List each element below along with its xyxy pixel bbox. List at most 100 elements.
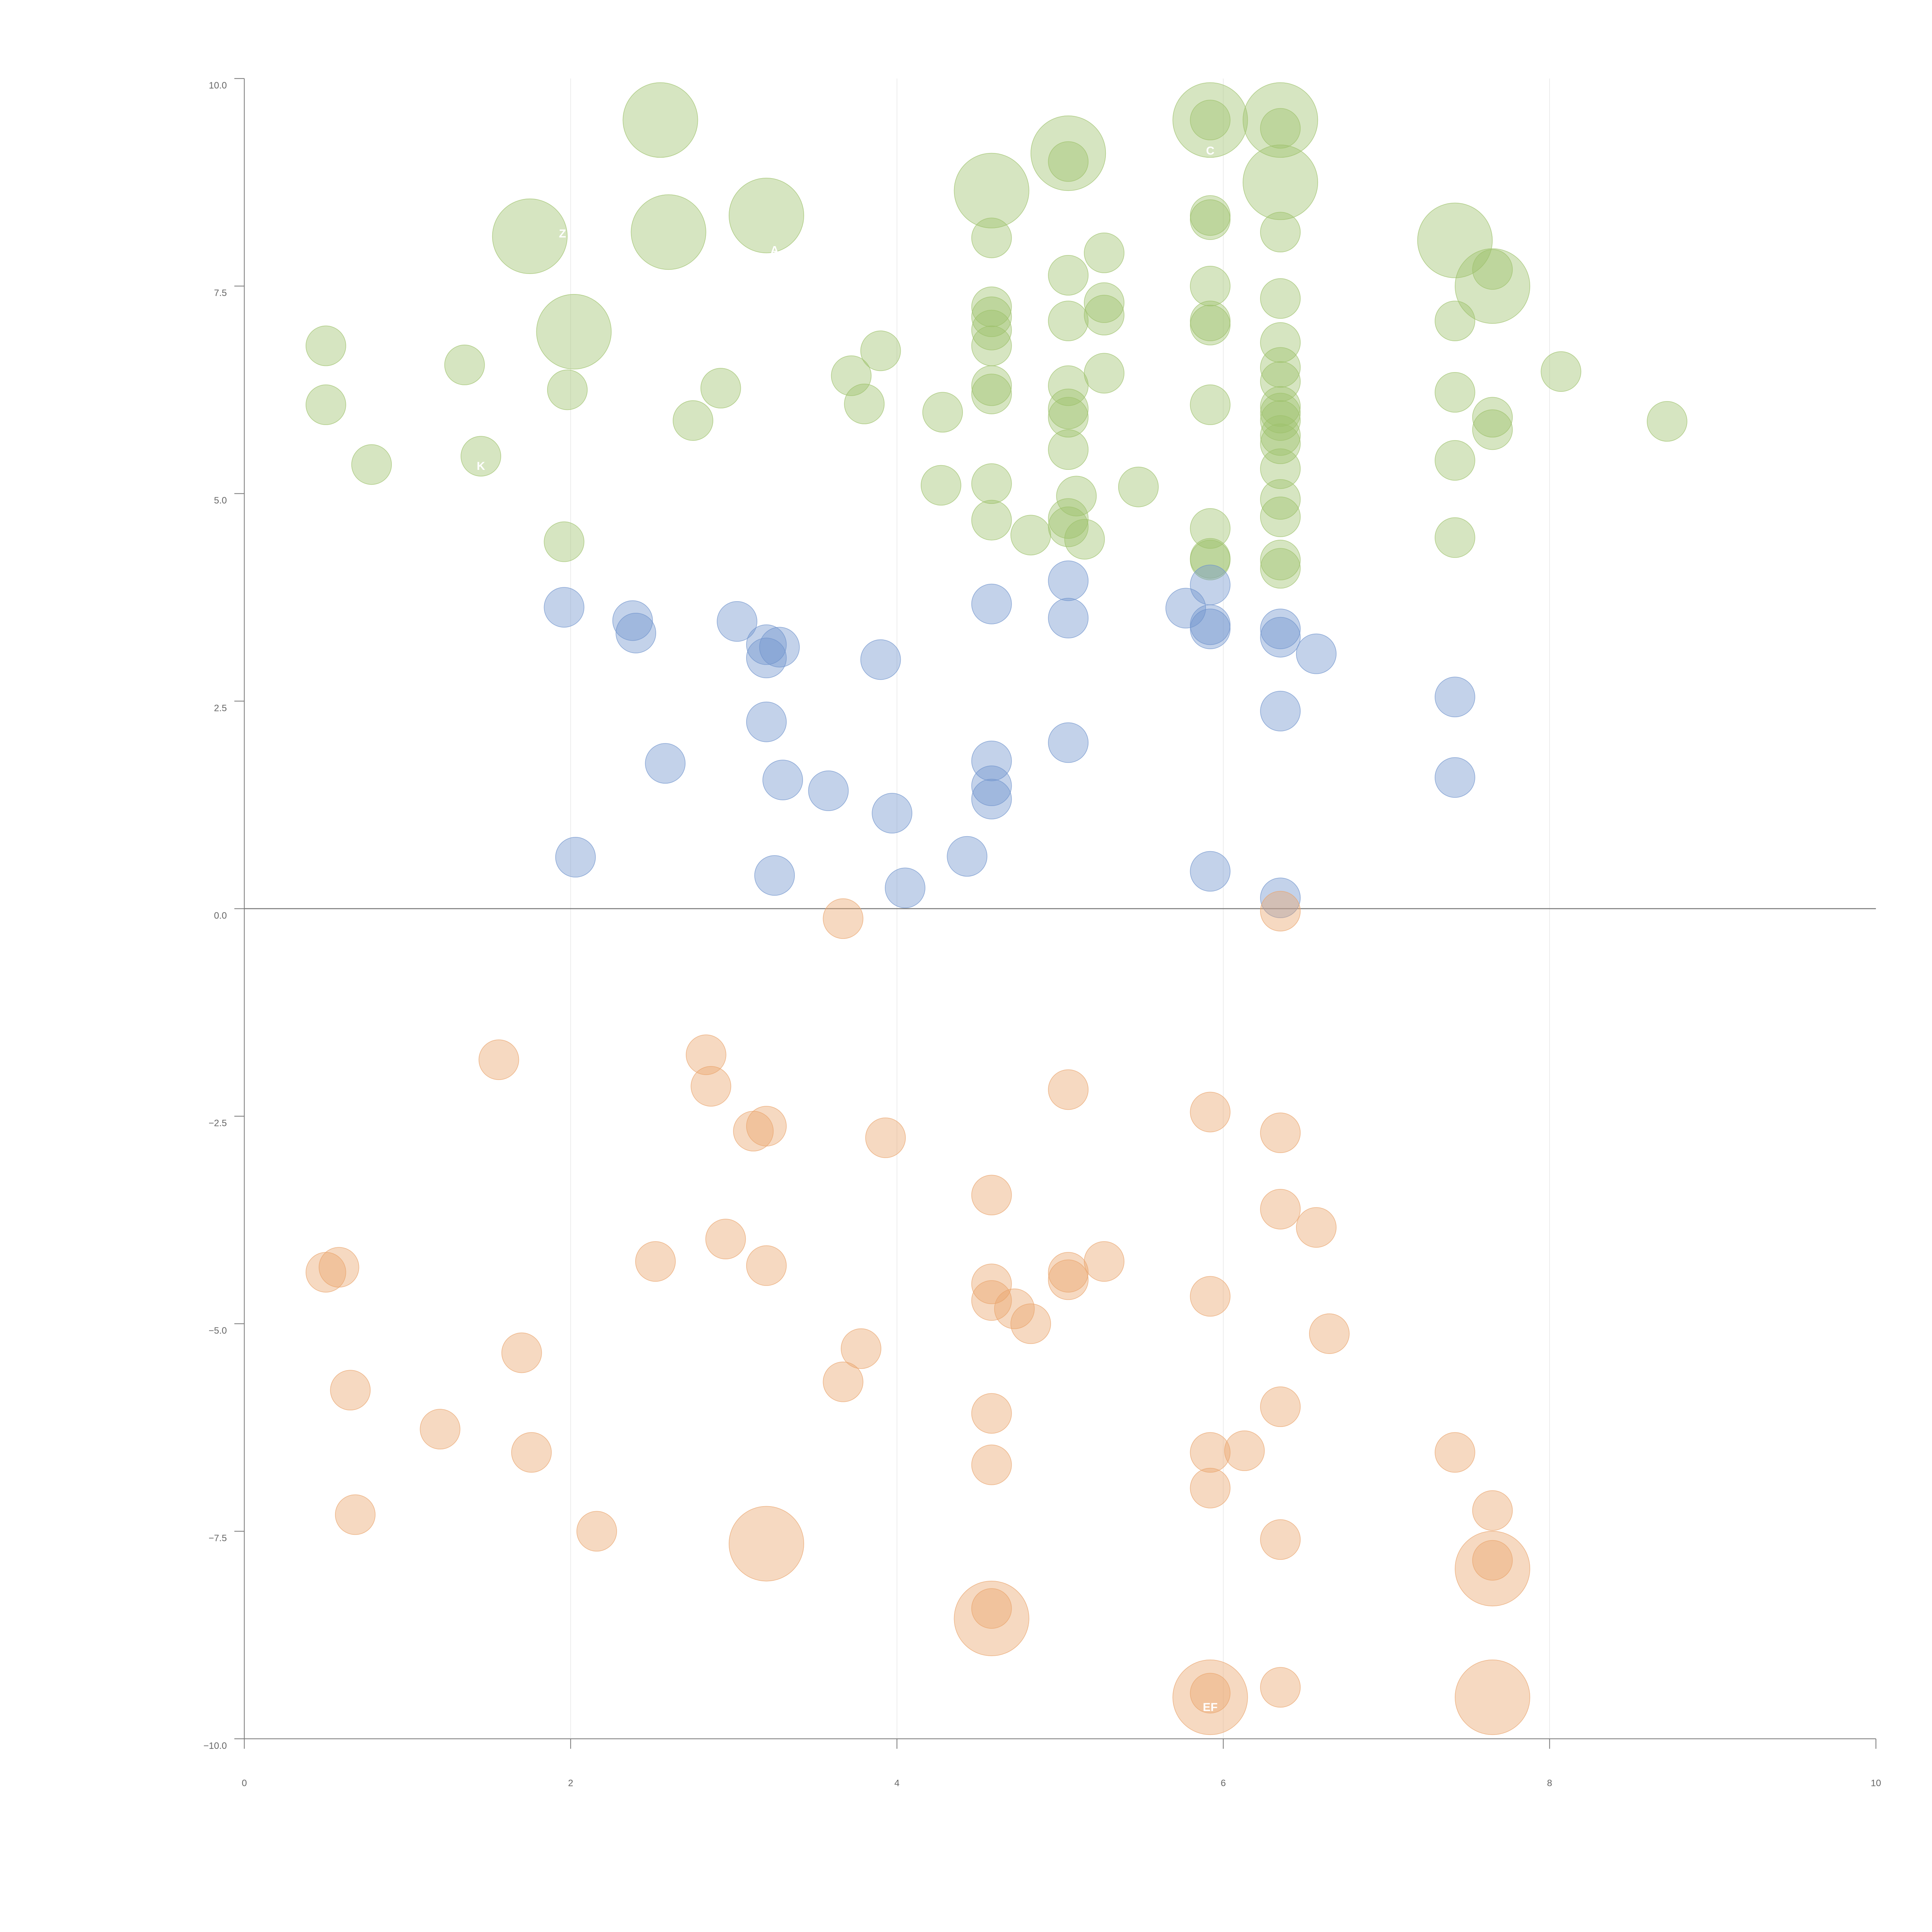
bubble: [728, 178, 804, 253]
bubble: [971, 374, 1012, 414]
y-tick-label: 2.5: [214, 703, 227, 713]
bubble: [1472, 409, 1513, 450]
bubble: [1190, 304, 1231, 345]
bubble: [1190, 265, 1231, 306]
bubble: [1455, 1531, 1531, 1607]
bubble: [1455, 248, 1531, 324]
x-tick-label: 0: [242, 1778, 247, 1789]
bubble: [1190, 301, 1231, 341]
bubble: [1048, 397, 1089, 438]
bubble: [1472, 397, 1513, 438]
bubble: [1084, 233, 1124, 273]
y-tick-label: 5.0: [214, 495, 227, 506]
bubble: [1243, 82, 1318, 158]
bubble: [1190, 1673, 1231, 1714]
bubble: [1190, 851, 1231, 892]
bubble: [511, 1432, 552, 1473]
bubble-labels: C Z A K EF: [477, 145, 1218, 1714]
bubble: [555, 837, 596, 878]
bubble: [1296, 633, 1337, 674]
bubble: [612, 600, 653, 641]
bubble: [1260, 479, 1301, 520]
bubble: [1260, 1112, 1301, 1153]
bubble: [971, 583, 1012, 624]
bubble: [1190, 100, 1231, 141]
bubble: [420, 1409, 461, 1450]
bubble: [746, 638, 787, 679]
bubble: [844, 384, 885, 424]
bubble: [1435, 757, 1475, 798]
bubble: [831, 355, 872, 396]
bubble: [1010, 1303, 1051, 1344]
bubble: [1056, 476, 1097, 517]
bubble: [622, 82, 698, 158]
bubble: [1190, 384, 1231, 425]
bubble: [746, 1245, 787, 1286]
bubble: [971, 500, 1012, 541]
bubble: [544, 521, 585, 562]
y-tick-label: −10.0: [203, 1741, 227, 1751]
bubble: [705, 1219, 746, 1260]
bubble: [1224, 1430, 1265, 1471]
bubble: [1260, 690, 1301, 731]
bubble: [971, 325, 1012, 366]
bubble: [1260, 423, 1301, 464]
y-tick-label: 10.0: [209, 80, 227, 91]
bubble: [1190, 609, 1231, 649]
bubble: [1260, 322, 1301, 363]
bubble: [1190, 1276, 1231, 1317]
bubble: [1048, 141, 1089, 182]
bubble: [954, 153, 1029, 228]
bubble: [728, 1506, 804, 1582]
bubble: [1165, 588, 1206, 629]
bubble: [971, 765, 1012, 806]
bubble: [971, 365, 1012, 406]
bubble: [1260, 448, 1301, 489]
bubble: [1455, 1660, 1531, 1735]
bubble: [971, 296, 1012, 337]
bubble: [971, 1175, 1012, 1216]
bubble: [1260, 1386, 1301, 1427]
bubble: [635, 1241, 676, 1282]
bubble: [1260, 361, 1301, 402]
bubble: [1260, 497, 1301, 537]
bubble: [1190, 1092, 1231, 1133]
bubble: [1048, 301, 1089, 341]
bubble: [1048, 598, 1089, 639]
bubble: [1260, 278, 1301, 319]
bubble: [576, 1511, 617, 1552]
bubble: [631, 194, 706, 270]
bubble: [1190, 508, 1231, 549]
axes: 10.0 7.5 5.0 2.5 0.0 −2.5 −5.0 −7.5 −10.0 0 2 4 6 8 10: [203, 78, 1881, 1789]
bubble: [1172, 1660, 1248, 1735]
bubble: [544, 587, 585, 628]
y-tick-label: −7.5: [209, 1533, 227, 1544]
bubble: [1190, 1468, 1231, 1509]
bubble: [971, 779, 1012, 820]
bubble: [971, 740, 1012, 781]
bubble: [1260, 878, 1301, 918]
bubble: [971, 310, 1012, 350]
bubble: [1172, 82, 1248, 158]
bubble: [1260, 347, 1301, 388]
x-tick-label: 8: [1547, 1778, 1552, 1789]
bubble: [823, 898, 864, 939]
bubble: [1190, 199, 1231, 240]
bubble: [733, 1111, 774, 1151]
bubble: [808, 770, 849, 811]
bubble: [1048, 1069, 1089, 1110]
bubble: [971, 1588, 1012, 1629]
bubble: [1048, 506, 1089, 547]
bubble: [690, 1066, 731, 1107]
bubble: [1472, 1540, 1513, 1581]
bubble: [444, 345, 485, 385]
bubble: [1084, 295, 1124, 335]
bubble: [1064, 519, 1105, 560]
bubble: [872, 793, 912, 833]
bubble: [954, 1580, 1029, 1656]
bubble: [1472, 1490, 1513, 1531]
bubble: [1260, 609, 1301, 649]
bubble: [351, 444, 392, 485]
bubble: [971, 463, 1012, 504]
y-tick-label: 7.5: [214, 288, 227, 298]
